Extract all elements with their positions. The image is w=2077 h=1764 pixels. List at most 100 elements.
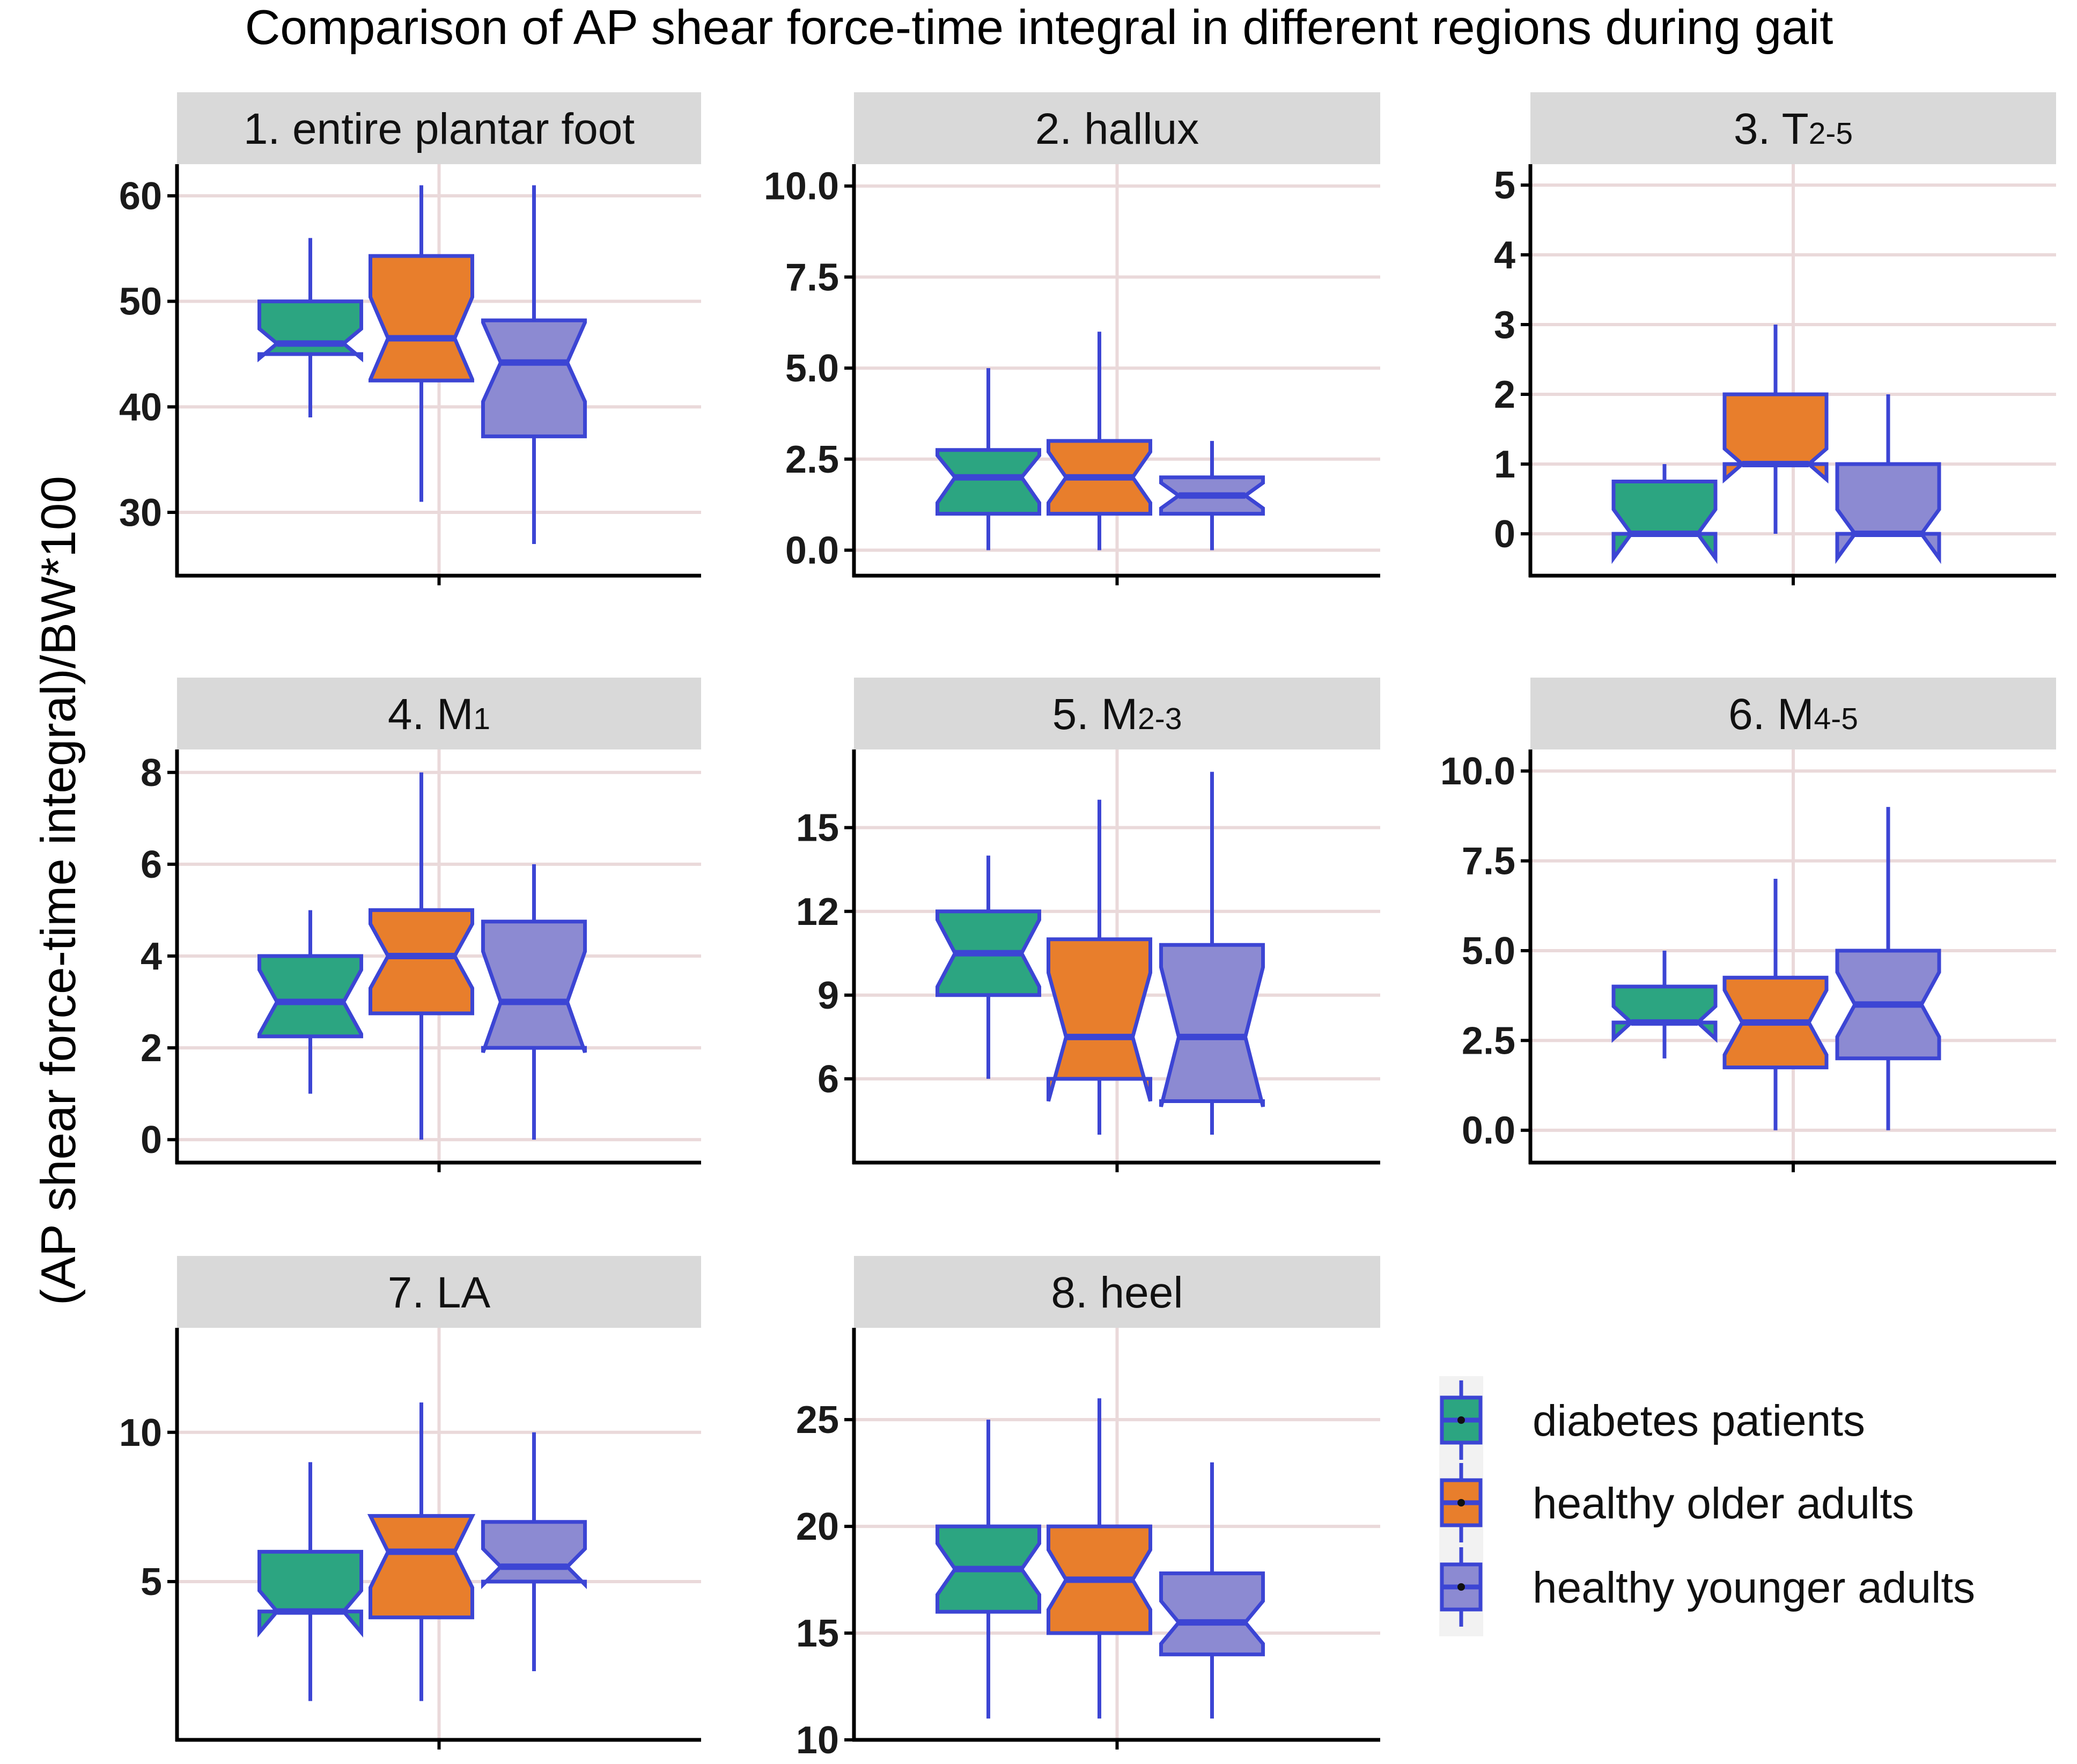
box-diabetes-patients <box>936 1420 1041 1719</box>
y-tick-label: 20 <box>796 1505 839 1548</box>
y-tick-label: 5 <box>1494 164 1515 207</box>
box-body <box>369 908 474 1016</box>
y-tick-label: 10 <box>796 1719 839 1762</box>
y-tick-label: 0.0 <box>1462 1109 1515 1152</box>
panel-title-main: 1. entire plantar foot <box>244 105 635 153</box>
box-body <box>1159 1571 1265 1657</box>
y-tick-label: 8 <box>141 752 162 795</box>
legend-entry: healthy younger adults <box>1440 1547 1975 1627</box>
y-tick-label: 30 <box>119 491 162 534</box>
y-tick-label: 0.0 <box>785 529 839 572</box>
y-tick-label: 3 <box>1494 304 1515 347</box>
y-tick-label: 50 <box>119 281 162 324</box>
y-tick-label: 40 <box>119 386 162 429</box>
panel-8: 8. heel 10 15 20 25 <box>796 1256 1380 1762</box>
y-tick-label: 5.0 <box>1462 930 1515 973</box>
box-diabetes-patients <box>1611 950 1718 1059</box>
box-body <box>367 1514 476 1620</box>
y-tick-label: 0 <box>141 1119 162 1162</box>
box-body <box>257 1549 363 1638</box>
panel-7: 7. LA 5 10 <box>119 1256 701 1750</box>
y-tick-label: 0 <box>1494 513 1515 556</box>
panel-title-main: 4. M <box>388 690 473 739</box>
panel-strip <box>1530 678 2056 749</box>
legend-label: diabetes patients <box>1533 1396 1865 1445</box>
legend-label: healthy older adults <box>1533 1479 1914 1528</box>
box-diabetes-patients <box>936 855 1041 1079</box>
panel-title: 8. heel <box>1051 1268 1183 1317</box>
panel-strip <box>854 678 1380 749</box>
y-tick-label: 2 <box>1494 373 1515 416</box>
box-diabetes-patients <box>1611 464 1718 564</box>
y-tick-label: 7.5 <box>1462 840 1515 883</box>
box-healthy-younger-adults <box>1835 807 1941 1130</box>
panel-title: 4. M1 <box>388 690 490 739</box>
legend-entry: healthy older adults <box>1440 1463 1914 1542</box>
panel-title-main: 2. hallux <box>1035 105 1199 153</box>
panel-title: 5. M2-3 <box>1052 690 1182 739</box>
panel-6: 6. M4-5 0.0 2.5 5.0 7.5 10.0 <box>1440 678 2056 1172</box>
panel-title-sub: 1 <box>473 702 490 736</box>
y-tick-label: 10 <box>119 1412 162 1454</box>
box-healthy-younger-adults <box>1835 394 1941 564</box>
box-diabetes-patients <box>257 238 363 417</box>
panel-5: 5. M2-3 6 9 12 15 <box>796 678 1380 1172</box>
legend-key-dot <box>1457 1499 1465 1506</box>
box-diabetes-patients <box>936 368 1041 550</box>
y-tick-label: 2.5 <box>1462 1019 1515 1062</box>
panel-3: 3. T2-5 0 1 2 3 4 5 <box>1494 92 2056 585</box>
y-tick-label: 1 <box>1494 443 1515 486</box>
panel-strip <box>1530 92 2056 164</box>
y-tick-label: 2.5 <box>785 438 839 481</box>
y-tick-label: 10.0 <box>1440 750 1515 793</box>
box-body <box>481 1520 587 1590</box>
legend-label: healthy younger adults <box>1533 1563 1975 1612</box>
box-healthy-younger-adults <box>481 864 587 1140</box>
panel-title-sub: 2-5 <box>1809 116 1853 151</box>
panel-title: 6. M4-5 <box>1728 690 1858 739</box>
panel-title-main: 5. M <box>1052 690 1138 739</box>
legend-key-dot <box>1457 1583 1465 1591</box>
box-healthy-younger-adults <box>1159 440 1265 550</box>
y-tick-label: 60 <box>119 175 162 218</box>
panel-2: 2. hallux 0.0 2.5 5.0 7.5 10.0 <box>764 92 1380 585</box>
y-tick-label: 12 <box>796 891 839 934</box>
y-axis-title: (AP shear force-time integral)/BW*100 <box>32 476 86 1305</box>
box-healthy-older-adults <box>369 185 474 502</box>
box-body <box>1159 943 1265 1107</box>
panel-strip <box>854 92 1380 164</box>
box-healthy-younger-adults <box>481 1432 587 1671</box>
panel-title-sub: 4-5 <box>1814 702 1858 736</box>
box-healthy-older-adults <box>1047 1398 1152 1719</box>
box-body <box>1047 937 1152 1102</box>
box-healthy-older-adults <box>369 772 474 1140</box>
panel-1: 1. entire plantar foot 30 40 50 60 <box>119 92 701 585</box>
legend-entry: diabetes patients <box>1440 1380 1865 1460</box>
box-body <box>1611 984 1718 1043</box>
y-tick-label: 9 <box>817 974 839 1017</box>
panel-title: 3. T2-5 <box>1734 105 1853 153</box>
panel-title-main: 3. T <box>1734 105 1809 153</box>
box-body <box>257 954 363 1039</box>
panel-title-main: 8. heel <box>1051 1268 1183 1317</box>
box-diabetes-patients <box>257 1462 363 1701</box>
box-healthy-older-adults <box>1047 799 1152 1135</box>
panel-strip <box>177 92 701 164</box>
box-body <box>369 254 474 383</box>
legend-key-dot <box>1457 1416 1465 1424</box>
box-body <box>257 299 363 363</box>
box-body <box>481 920 587 1053</box>
y-tick-label: 5 <box>141 1561 162 1604</box>
panel-strip <box>177 678 701 749</box>
panel-title: 2. hallux <box>1035 105 1199 153</box>
panel-title: 1. entire plantar foot <box>244 105 635 153</box>
y-tick-label: 25 <box>796 1399 839 1442</box>
box-body <box>1835 462 1941 564</box>
y-tick-label: 10.0 <box>764 165 839 208</box>
panel-strip <box>854 1256 1380 1328</box>
y-tick-label: 7.5 <box>785 256 839 299</box>
panel-title: 7. LA <box>388 1268 491 1317</box>
y-tick-label: 4 <box>141 935 162 978</box>
